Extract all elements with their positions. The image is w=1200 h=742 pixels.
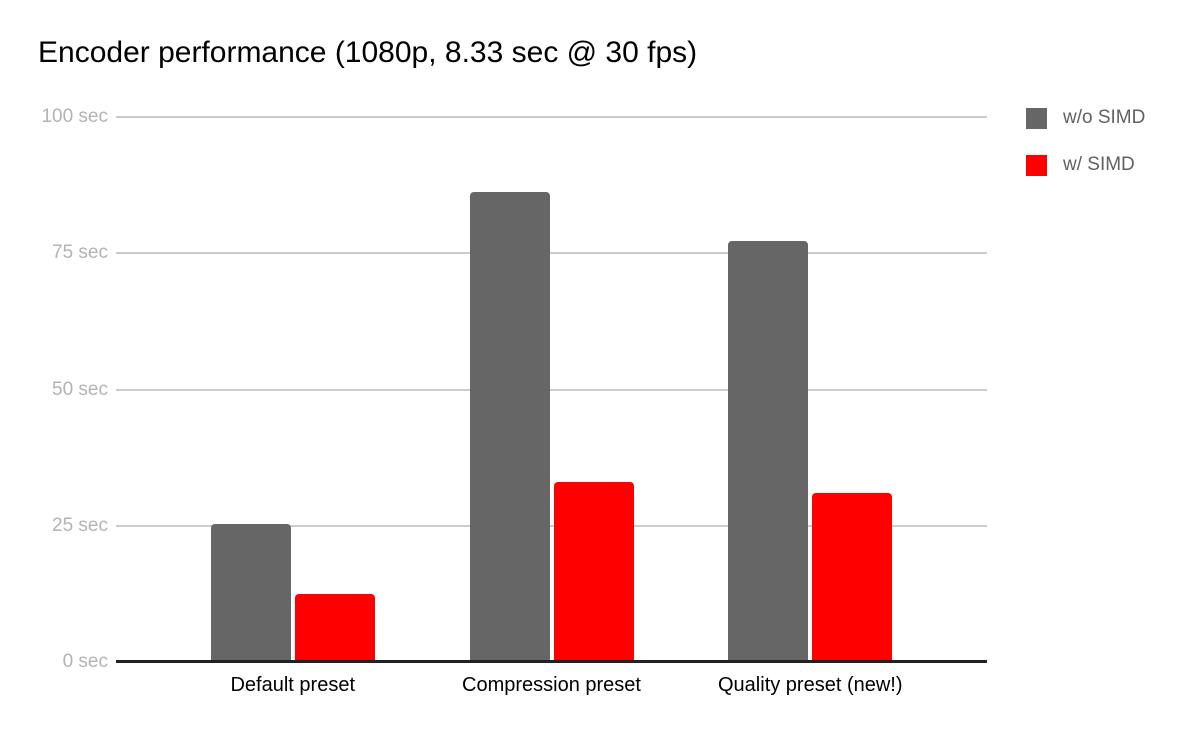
category-label-compression-preset: Compression preset [462,674,641,696]
plot-area [116,116,987,663]
x-axis-labels: Default preset Compression preset Quality … [116,674,987,697]
x-label-slot-compression-preset: Compression preset [462,674,641,697]
bar-w-o-simd-quality-preset-new [728,241,809,662]
bar-group-default-preset [210,117,375,662]
category-label-default-preset: Default preset [230,674,355,696]
x-label-slot-default-preset: Default preset [211,674,375,697]
x-axis-line [116,660,987,663]
legend-item-w-simd: w/ SIMD [1026,154,1145,176]
legend-swatch-icon-w-o-simd [1026,107,1047,129]
bar-group-quality-preset-new [728,117,893,662]
gridline-25 [116,524,987,527]
gridline-75 [116,252,987,255]
bar-groups [116,117,987,662]
legend-label-w-o-simd: w/o SIMD [1063,107,1146,128]
y-tick-label-100: 100 sec [41,106,108,127]
y-tick-label-50: 50 sec [52,378,108,400]
bar-w-simd-default-preset [294,594,375,662]
legend-item-w-o-simd: w/o SIMD [1026,107,1145,129]
bar-w-o-simd-compression-preset [469,192,550,662]
y-axis-labels: 100 sec 75 sec 50 sec 25 sec 0 sec [0,106,108,672]
bar-group-compression-preset [469,117,634,662]
x-label-slot-quality-preset-new: Quality preset (new!) [718,674,903,697]
bar-w-simd-quality-preset-new [812,493,893,662]
legend-swatch-icon-w-simd [1026,154,1047,176]
y-tick-label-25: 25 sec [52,514,108,536]
y-tick-label-0: 0 sec [62,651,108,672]
gridline-100 [116,116,987,118]
legend: w/o SIMD w/ SIMD [1026,107,1145,176]
y-tick-label-75: 75 sec [52,242,108,264]
bar-w-o-simd-default-preset [210,524,291,662]
legend-label-w-simd: w/ SIMD [1063,154,1135,175]
chart-title: Encoder performance (1080p, 8.33 sec @ 3… [38,36,698,69]
category-label-quality-preset-new: Quality preset (new!) [718,674,903,696]
gridline-50 [116,388,987,391]
bar-w-simd-compression-preset [553,481,634,662]
